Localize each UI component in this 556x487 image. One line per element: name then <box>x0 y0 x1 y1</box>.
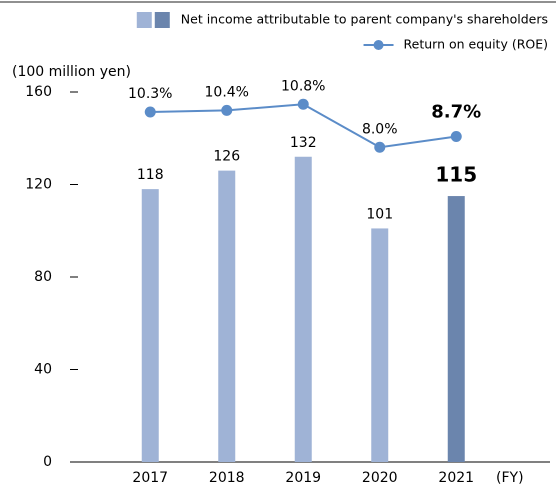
x-tick-label: 2020 <box>362 470 398 486</box>
y-tick-label: 0 <box>43 454 52 470</box>
bar-value-label: 118 <box>137 167 164 183</box>
y-tick-label: 120 <box>25 177 52 193</box>
roe-marker <box>297 98 309 110</box>
roe-value-label: 10.8% <box>281 78 325 94</box>
x-tick-label: 2018 <box>209 470 245 486</box>
x-axis-label: (FY) <box>496 470 524 486</box>
y-tick-label: 160 <box>25 84 52 100</box>
legend-label: Net income attributable to parent compan… <box>181 12 548 27</box>
bar <box>294 156 312 462</box>
bar <box>218 170 236 462</box>
y-tick-label: 80 <box>34 269 52 285</box>
roe-value-label: 10.4% <box>205 84 249 100</box>
roe-marker <box>144 106 156 118</box>
roe-value-label: 8.0% <box>362 121 398 137</box>
bar-value-label: 101 <box>366 206 393 222</box>
legend-swatch <box>136 12 152 28</box>
bar <box>371 228 389 462</box>
roe-marker <box>221 104 233 116</box>
bar <box>447 196 465 462</box>
x-tick-label: 2017 <box>132 470 168 486</box>
bar-value-label: 126 <box>213 149 240 165</box>
legend-swatch <box>154 12 170 28</box>
bar-value-label: 132 <box>290 135 317 151</box>
roe-value-label: 8.7% <box>431 102 481 123</box>
bar <box>141 189 159 462</box>
legend-swatch <box>373 40 384 50</box>
y-axis-label: (100 million yen) <box>12 64 131 80</box>
roe-value-label: 10.3% <box>128 86 172 102</box>
roe-marker <box>374 141 386 153</box>
y-tick-label: 40 <box>34 362 52 378</box>
x-tick-label: 2021 <box>438 470 474 486</box>
legend-label: Return on equity (ROE) <box>404 37 548 52</box>
bar-value-label: 115 <box>435 163 477 187</box>
x-tick-label: 2019 <box>285 470 321 486</box>
roe-marker <box>450 131 462 143</box>
